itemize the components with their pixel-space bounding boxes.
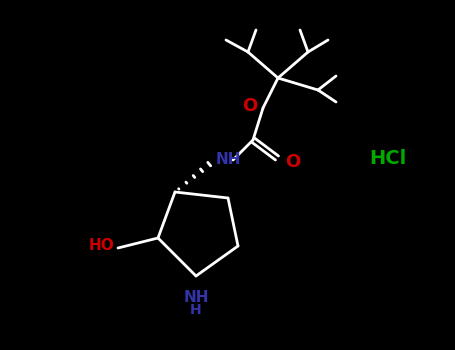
Text: HCl: HCl [369, 148, 407, 168]
Text: O: O [285, 153, 300, 171]
Text: NH: NH [183, 290, 209, 305]
Text: NH: NH [216, 153, 242, 168]
Text: H: H [190, 303, 202, 317]
Text: HO: HO [88, 238, 114, 253]
Text: O: O [242, 97, 257, 115]
